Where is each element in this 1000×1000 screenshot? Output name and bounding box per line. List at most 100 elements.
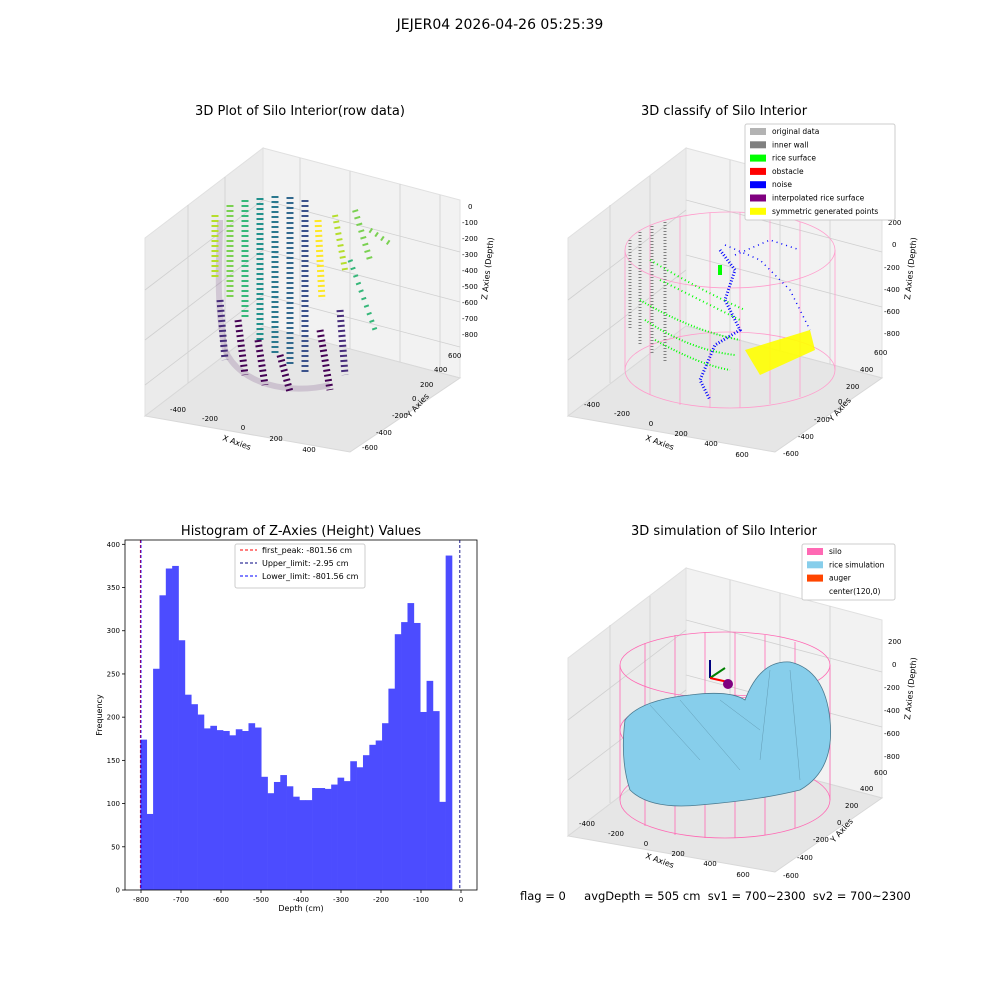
raw-plot-title: 3D Plot of Silo Interior(row data) (195, 104, 405, 119)
histogram-bar (432, 711, 440, 890)
simulation-legend-swatch (807, 574, 823, 582)
classify-x-tick: -400 (584, 401, 600, 409)
classify-legend-entry: original data (772, 127, 819, 136)
histogram-bar (401, 622, 408, 890)
raw-y-tick: -200 (392, 412, 408, 420)
auger-axes-marker (709, 660, 733, 689)
classify-legend-swatch (750, 194, 766, 202)
histogram-bar (242, 730, 249, 890)
classify-legend-entry: interpolated rice surface (772, 194, 865, 203)
raw-y-tick: 400 (434, 366, 447, 374)
classify-legend-swatch (750, 141, 766, 149)
histogram-bar (286, 786, 294, 890)
histogram-bar (172, 565, 179, 890)
classify-x-tick: 200 (674, 430, 687, 438)
classify-legend-swatch (750, 207, 766, 215)
raw-y-tick: 0 (412, 395, 416, 403)
histogram-bar (153, 668, 160, 890)
histogram-bar (299, 800, 307, 890)
avg-depth-text: avgDepth = 505 cm sv1 = 700~2300 sv2 = 7… (584, 889, 911, 903)
raw-y-tick: -600 (362, 444, 378, 452)
simulation-x-tick: 0 (644, 840, 648, 848)
histogram-legend (234, 543, 366, 589)
histogram-x-tick: -400 (293, 896, 309, 904)
raw-z-tick: -500 (462, 283, 478, 291)
histogram-bar (267, 793, 275, 890)
raw-y-tick: -400 (376, 429, 392, 437)
raw-z-tick: -400 (462, 267, 478, 275)
histogram-y-tick: 200 (107, 714, 120, 722)
histogram-bar (280, 775, 287, 890)
histogram-bar (178, 640, 186, 890)
raw-y-tick: 200 (420, 381, 433, 389)
simulation-x-tick: 200 (671, 850, 684, 858)
histogram-x-tick: 0 (459, 896, 463, 904)
simulation-legend-entry: center(120,0) (829, 587, 881, 596)
histogram-bar (413, 622, 421, 890)
histogram-bar (394, 634, 402, 890)
simulation-legend-swatch (807, 561, 823, 569)
histogram-bar (362, 755, 370, 890)
raw-z-tick: -300 (462, 251, 478, 259)
histogram-bar (337, 777, 345, 890)
classify-z-tick: -200 (884, 264, 900, 272)
histogram-bar (197, 714, 205, 890)
simulation-z-tick: -200 (884, 684, 900, 692)
classify-legend-swatch (750, 167, 766, 175)
histogram-bar (318, 788, 326, 890)
classify-legend-entry: inner wall (772, 140, 809, 149)
simulation-y-tick: 600 (874, 769, 887, 777)
simulation-legend-entry: silo (829, 547, 842, 556)
classify-y-tick: -400 (798, 433, 814, 441)
classify-y-tick: 200 (846, 383, 859, 391)
classify-ticks: -400 -200 0 200 400 600 -600 -400 -200 0… (584, 219, 901, 459)
raw-points (211, 196, 394, 393)
simulation-z-tick: 0 (892, 661, 896, 669)
histogram-bar (184, 694, 192, 890)
histogram-legend-entry: Upper_limit: -2.95 cm (262, 559, 349, 568)
histogram-bar (210, 725, 217, 890)
raw-y-tick: 600 (448, 352, 461, 360)
simulation-legend-swatch (807, 587, 823, 595)
simulation-y-tick: -600 (783, 872, 799, 880)
histogram-bar (305, 800, 313, 890)
classify-points (628, 222, 815, 401)
classify-x-tick: 0 (649, 420, 653, 428)
status-footer: flag = 0 avgDepth = 505 cm sv1 = 700~230… (520, 889, 911, 903)
raw-x-tick: -200 (202, 415, 218, 423)
classify-legend-entry: obstacle (772, 167, 804, 176)
simulation-y-tick: -200 (813, 836, 829, 844)
histogram-legend-entry: first_peak: -801.56 cm (262, 546, 352, 555)
raw-z-tick: -200 (462, 235, 478, 243)
classify-legend-swatch (750, 154, 766, 162)
histogram-bar (254, 727, 262, 890)
figure-title: JEJER04 2026-04-26 05:25:39 (396, 17, 604, 33)
raw-z-tick: 0 (468, 203, 472, 211)
histogram-bar (343, 781, 351, 890)
simulation-y-tick: 400 (860, 785, 873, 793)
histogram-bar (445, 555, 453, 890)
simulation-legend-entry: auger (829, 574, 852, 583)
histogram-y-label: Frequency (95, 694, 104, 736)
classify-z-tick: -400 (884, 286, 900, 294)
classify-y-tick: -200 (814, 416, 830, 424)
histogram-bar (223, 730, 230, 890)
histogram-bar (350, 761, 357, 890)
simulation-z-tick: -600 (884, 730, 900, 738)
histogram-bar (261, 776, 268, 890)
simulation-x-tick: 400 (703, 860, 716, 868)
histogram-bar (273, 781, 281, 890)
histogram-x-tick: -500 (253, 896, 269, 904)
histogram-y-tick: 300 (107, 627, 120, 635)
histogram-bar (388, 688, 396, 890)
simulation-plot-title: 3D simulation of Silo Interior (631, 524, 817, 539)
simulation-legend-swatch (807, 548, 823, 555)
simulation-z-label: Z Axies (Depth) (903, 657, 919, 720)
classify-y-tick: 0 (838, 398, 842, 406)
histogram-bar (216, 730, 224, 890)
simulation-legend-entry: rice simulation (829, 560, 885, 569)
raw-x-tick: 0 (241, 424, 245, 432)
simulation-y-tick: 0 (837, 819, 841, 827)
histogram-x-tick: -700 (173, 896, 189, 904)
